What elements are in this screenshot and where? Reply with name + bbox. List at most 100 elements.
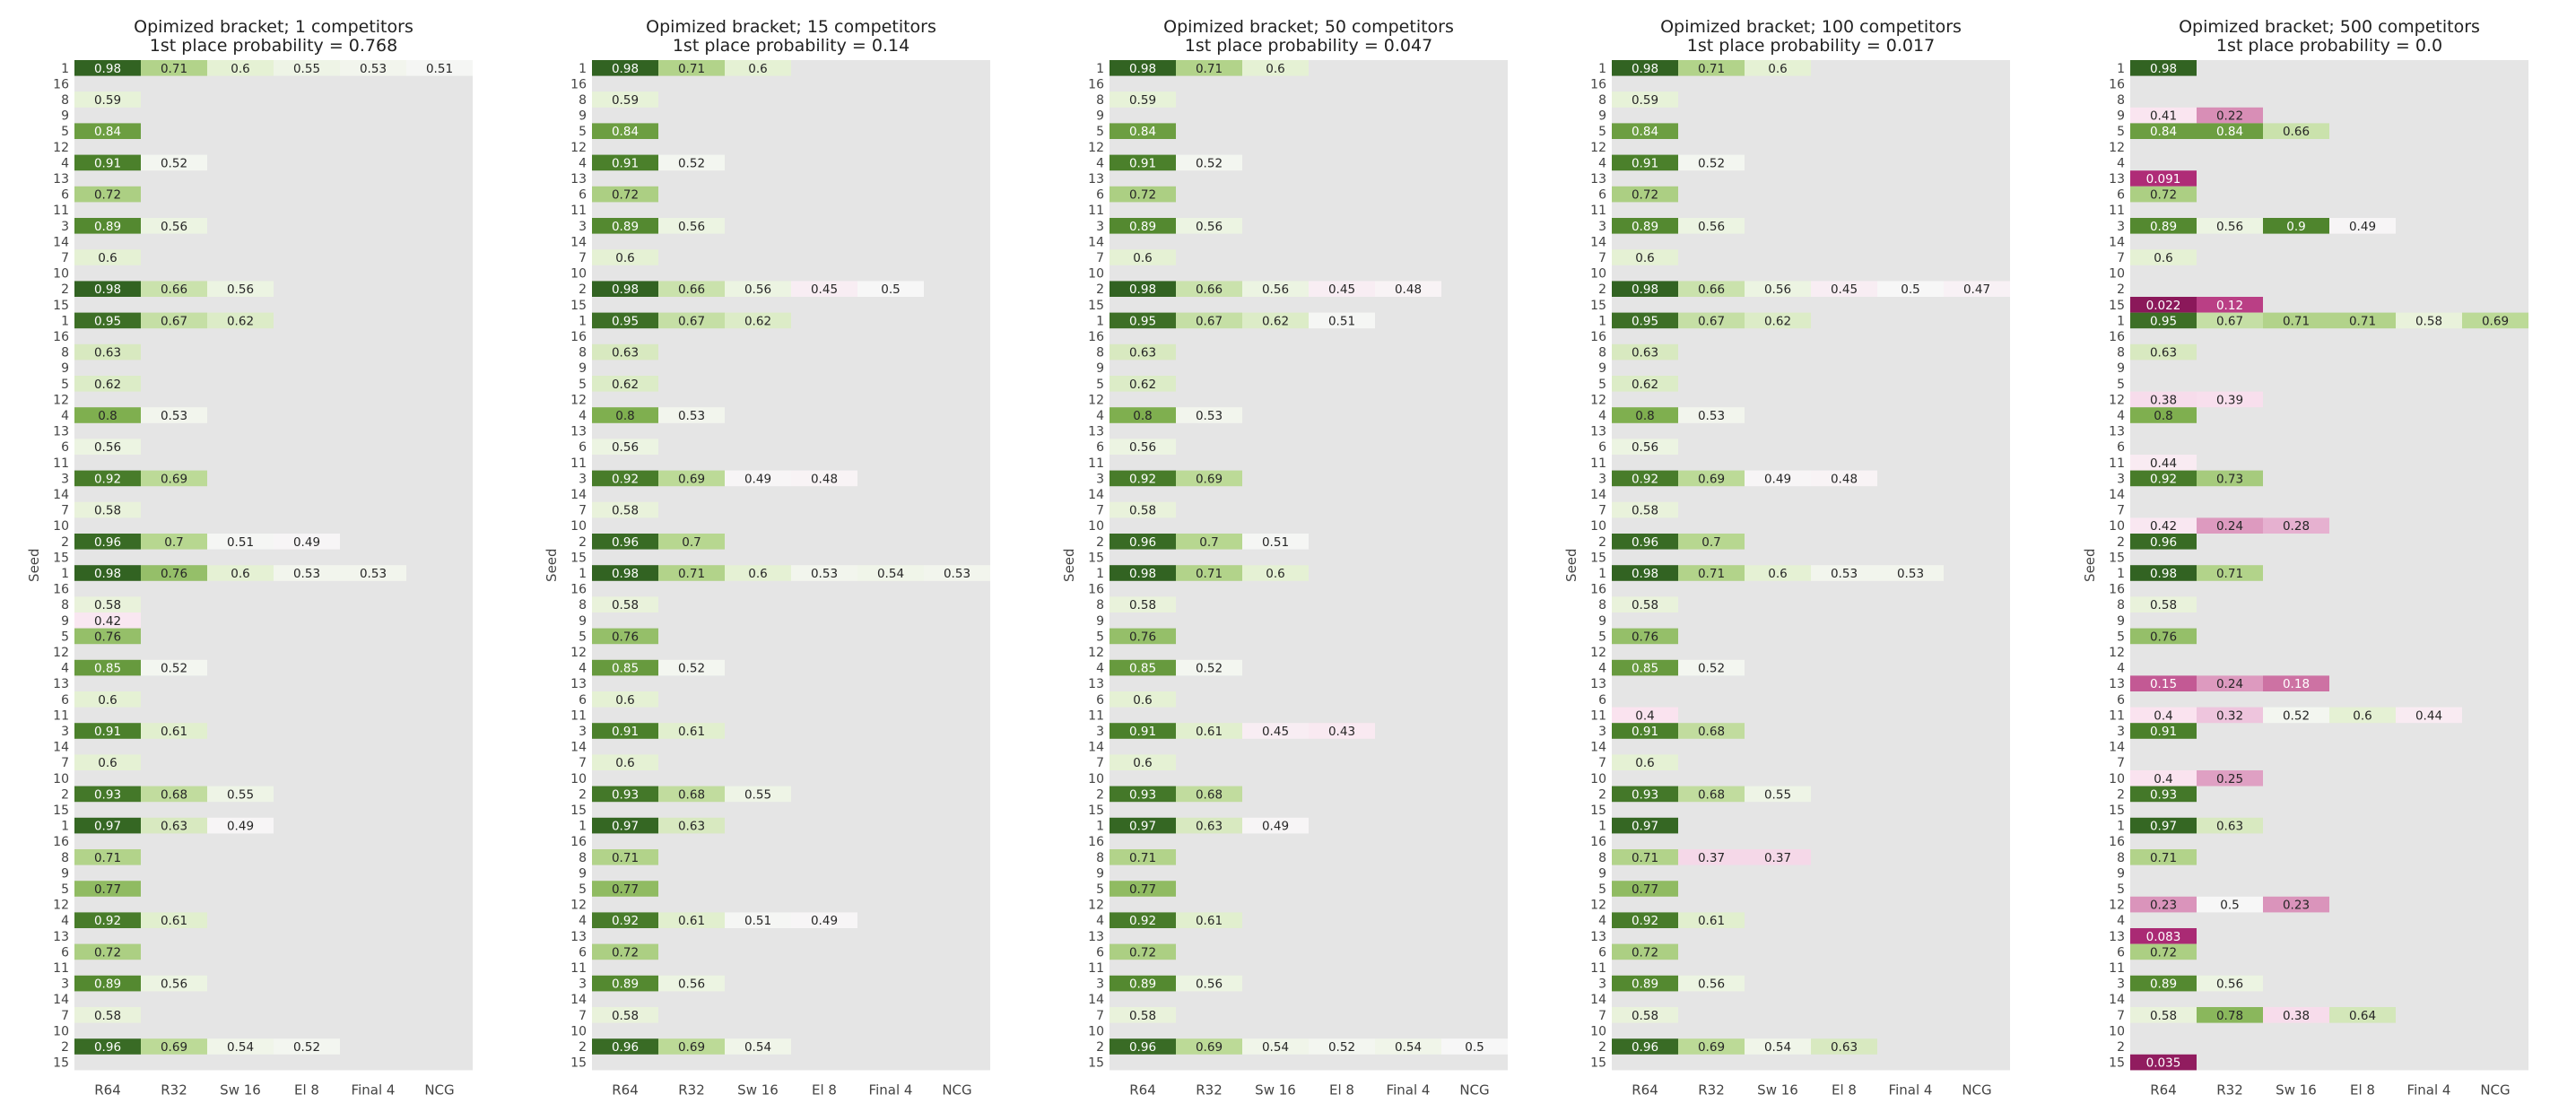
seed-tick-label: 9 — [61, 614, 69, 629]
heatmap-cell — [207, 817, 274, 834]
seed-tick-label: 13 — [2109, 425, 2125, 439]
cell-value-label: 0.52 — [678, 156, 705, 170]
seed-tick-label: 8 — [61, 851, 69, 865]
heatmap-cell — [207, 534, 274, 550]
seed-tick-label: 7 — [579, 504, 587, 518]
cell-value-label: 0.72 — [1632, 188, 1658, 203]
heatmap-cell — [2197, 123, 2263, 139]
cell-value-label: 0.6 — [1133, 756, 1152, 770]
cell-value-label: 0.6 — [2154, 251, 2172, 265]
cell-value-label: 0.083 — [2146, 930, 2181, 944]
seed-tick-label: 10 — [1088, 519, 1104, 534]
seed-tick-label: 16 — [1590, 77, 1606, 91]
heatmap-cell — [1612, 912, 1678, 928]
cell-value-label: 0.84 — [612, 125, 639, 139]
heatmap-cell — [1944, 281, 2010, 297]
heatmap-cell — [74, 123, 141, 139]
seed-tick-label: 16 — [1088, 330, 1104, 344]
round-tick-label: Sw 16 — [220, 1082, 261, 1098]
round-tick-label: El 8 — [2350, 1082, 2375, 1098]
heatmap-cell — [1811, 470, 1877, 487]
cell-value-label: 0.96 — [2150, 535, 2177, 550]
heatmap-cell — [1612, 343, 1678, 361]
cell-value-label: 0.98 — [94, 567, 121, 581]
cell-value-label: 0.44 — [2415, 708, 2442, 723]
cell-value-label: 0.47 — [1963, 282, 1990, 297]
seed-tick-label: 8 — [579, 851, 587, 865]
round-tick-label: NCG — [942, 1082, 971, 1098]
heatmap-cell — [340, 60, 406, 76]
cell-value-label: 0.97 — [94, 820, 121, 834]
cell-value-label: 0.97 — [1632, 820, 1658, 834]
cell-value-label: 0.61 — [678, 914, 705, 928]
heatmap-cell — [592, 154, 658, 171]
cell-value-label: 0.95 — [1632, 314, 1658, 328]
heatmap-cell — [1612, 501, 1678, 518]
cell-value-label: 0.42 — [94, 614, 121, 629]
heatmap-cell — [592, 1038, 658, 1055]
cell-value-label: 0.6 — [231, 567, 249, 581]
heatmap-cell — [2329, 312, 2396, 329]
cell-value-label: 0.56 — [2216, 977, 2243, 992]
cell-value-label: 0.77 — [94, 882, 121, 897]
seed-tick-label: 3 — [2117, 220, 2125, 234]
cell-value-label: 0.58 — [1129, 598, 1156, 612]
seed-tick-label: 2 — [1598, 535, 1606, 550]
cell-value-label: 0.91 — [1632, 725, 1658, 739]
heatmap-cell — [74, 723, 141, 739]
heatmap-cell — [1110, 881, 1176, 897]
cell-value-label: 0.12 — [2216, 299, 2243, 313]
heatmap-cell — [1110, 501, 1176, 518]
cell-value-label: 0.58 — [1129, 504, 1156, 518]
seed-tick-label: 12 — [570, 393, 587, 407]
seed-tick-label: 13 — [53, 677, 69, 691]
cell-value-label: 0.5 — [2220, 899, 2239, 913]
seed-tick-label: 15 — [1088, 1056, 1104, 1071]
heatmap-cell — [1110, 943, 1176, 960]
seed-tick-label: 10 — [2109, 1024, 2125, 1038]
heatmap-cell — [1612, 91, 1678, 108]
seed-tick-label: 8 — [61, 346, 69, 361]
seed-tick-label: 5 — [1096, 125, 1104, 139]
seed-tick-label: 10 — [570, 772, 587, 786]
seed-tick-label: 6 — [1598, 188, 1606, 203]
cell-value-label: 0.76 — [612, 630, 639, 644]
cell-value-label: 0.37 — [1698, 851, 1725, 865]
cell-value-label: 0.6 — [615, 251, 634, 265]
cell-value-label: 0.52 — [161, 662, 187, 676]
seed-tick-label: 15 — [2109, 299, 2125, 313]
heatmap-cell — [791, 281, 857, 297]
cell-value-label: 0.91 — [94, 156, 121, 170]
seed-tick-label: 10 — [53, 519, 69, 534]
cell-value-label: 0.61 — [1196, 725, 1223, 739]
cell-value-label: 0.91 — [1632, 156, 1658, 170]
heatmap-cell — [2130, 723, 2197, 739]
cell-value-label: 0.62 — [1632, 378, 1658, 392]
heatmap-cell — [1678, 312, 1745, 329]
cell-value-label: 0.53 — [360, 567, 387, 581]
cell-value-label: 0.56 — [1698, 977, 1725, 992]
seed-tick-label: 12 — [1590, 899, 1606, 913]
cell-value-label: 0.51 — [744, 914, 771, 928]
heatmap-cell — [141, 60, 207, 76]
cell-value-label: 0.71 — [612, 851, 639, 865]
cell-value-label: 0.32 — [2216, 708, 2243, 723]
heatmap-cell — [658, 281, 725, 297]
cell-value-label: 0.98 — [612, 62, 639, 76]
seed-tick-label: 12 — [2109, 646, 2125, 660]
seed-tick-label: 6 — [2117, 945, 2125, 960]
cell-value-label: 0.96 — [1632, 535, 1658, 550]
cell-value-label: 0.71 — [678, 567, 705, 581]
panel-title: Opimized bracket; 100 competitors — [1660, 17, 1962, 37]
seed-tick-label: 11 — [570, 961, 587, 976]
cell-value-label: 0.95 — [1129, 314, 1156, 328]
heatmap-cell — [1110, 281, 1176, 297]
cell-value-label: 0.54 — [1764, 1040, 1791, 1055]
heatmap-cell — [592, 376, 658, 392]
cell-value-label: 0.55 — [1764, 787, 1791, 802]
seed-tick-label: 12 — [570, 141, 587, 155]
seed-tick-label: 4 — [1096, 409, 1104, 423]
seed-tick-label: 9 — [579, 361, 587, 376]
cell-value-label: 0.67 — [161, 314, 187, 328]
